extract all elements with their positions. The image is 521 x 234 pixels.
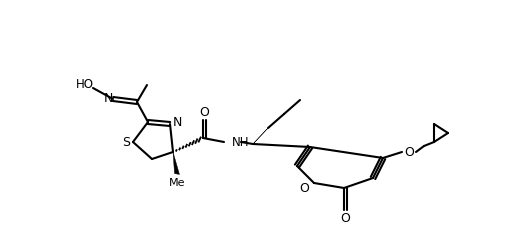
Polygon shape — [173, 152, 179, 175]
Text: NH: NH — [232, 135, 250, 149]
Polygon shape — [253, 127, 269, 144]
Text: O: O — [340, 212, 350, 226]
Text: O: O — [299, 182, 309, 194]
Text: O: O — [199, 106, 209, 118]
Text: HO: HO — [76, 78, 94, 91]
Text: Me: Me — [169, 178, 185, 188]
Text: S: S — [122, 136, 130, 150]
Text: N: N — [172, 116, 182, 128]
Text: N: N — [103, 91, 113, 105]
Text: O: O — [404, 146, 414, 158]
